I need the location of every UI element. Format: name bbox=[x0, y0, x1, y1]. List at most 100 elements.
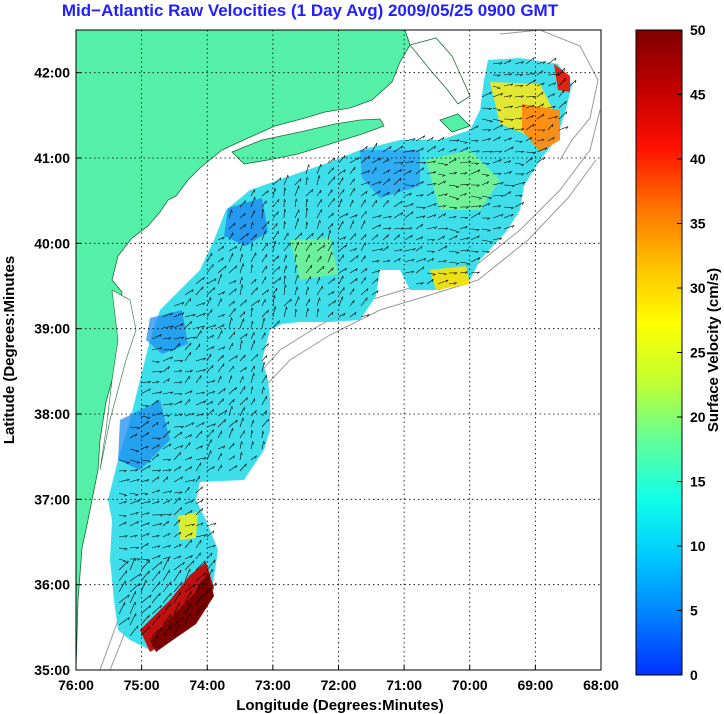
velocity-vector-head bbox=[497, 74, 501, 77]
y-axis-ticks: 35:00 36:00 37:00 38:00 39:00 40:00 41:00 42:00 bbox=[34, 65, 81, 678]
velocity-vector bbox=[448, 148, 457, 153]
velocity-vector bbox=[382, 178, 391, 186]
velocity-vector-head bbox=[134, 534, 138, 538]
velocity-vector-head bbox=[498, 136, 501, 140]
velocity-vector-head bbox=[544, 147, 548, 151]
velocity-vector bbox=[228, 300, 235, 307]
velocity-vector bbox=[514, 61, 524, 65]
velocity-vector bbox=[459, 192, 467, 197]
velocity-vector bbox=[338, 254, 344, 263]
velocity-vector bbox=[536, 138, 545, 142]
velocity-vector bbox=[327, 157, 336, 164]
velocity-vector-head bbox=[532, 104, 535, 108]
velocity-vector-head bbox=[180, 431, 183, 435]
velocity-vector-head bbox=[498, 226, 501, 230]
velocity-vector bbox=[217, 265, 227, 274]
velocity-vector bbox=[404, 160, 414, 164]
velocity-vector bbox=[503, 160, 511, 164]
velocity-vector-head bbox=[306, 207, 309, 211]
velocity-vector-head bbox=[476, 184, 480, 187]
velocity-vector-head bbox=[477, 257, 481, 261]
velocity-vector-head bbox=[487, 230, 491, 232]
velocity-vector bbox=[327, 176, 336, 186]
velocity-vector-head bbox=[409, 170, 412, 174]
velocity-vector-head bbox=[201, 430, 203, 434]
velocity-vector-head bbox=[179, 491, 183, 494]
velocity-vector-head bbox=[202, 277, 205, 281]
velocity-vector-head bbox=[444, 164, 448, 166]
velocity-vector-head bbox=[179, 370, 183, 373]
velocity-vector bbox=[349, 199, 354, 208]
velocity-vector-head bbox=[233, 455, 235, 459]
velocity-vector bbox=[239, 397, 248, 406]
velocity-vector bbox=[481, 202, 491, 208]
velocity-vector-head bbox=[521, 173, 525, 176]
velocity-vector-head bbox=[489, 121, 493, 123]
velocity-vector bbox=[173, 555, 181, 560]
velocity-vector-head bbox=[263, 386, 265, 390]
velocity-vector-head bbox=[323, 244, 326, 248]
velocity-vector-head bbox=[498, 205, 501, 208]
velocity-vector-head bbox=[423, 258, 427, 261]
velocity-vector-head bbox=[166, 476, 169, 480]
velocity-vector-head bbox=[553, 82, 556, 86]
velocity-vector-head bbox=[522, 104, 526, 108]
velocity-vector-head bbox=[147, 432, 149, 436]
velocity-vector bbox=[118, 580, 126, 593]
velocity-vector bbox=[272, 287, 278, 296]
velocity-vector bbox=[492, 150, 502, 153]
velocity-vector-head bbox=[434, 226, 437, 229]
velocity-vector-head bbox=[202, 302, 206, 306]
velocity-vector bbox=[349, 311, 357, 318]
velocity-vector-head bbox=[274, 240, 277, 245]
velocity-vector bbox=[426, 145, 436, 153]
velocity-vector-head bbox=[147, 532, 150, 536]
velocity-vector-head bbox=[434, 145, 436, 149]
velocity-vector-head bbox=[146, 512, 150, 515]
velocity-vector bbox=[404, 211, 414, 219]
velocity-vector-head bbox=[541, 91, 544, 95]
velocity-vector-head bbox=[343, 313, 346, 317]
velocity-vector bbox=[184, 390, 193, 395]
velocity-vector-head bbox=[159, 347, 163, 350]
velocity-vector bbox=[173, 445, 184, 450]
velocity-vector bbox=[327, 167, 334, 175]
velocity-vector-head bbox=[244, 200, 246, 204]
velocity-vector-head bbox=[421, 223, 423, 227]
velocity-vector-head bbox=[398, 234, 400, 238]
velocity-vector bbox=[514, 95, 524, 98]
colorbar-tick-label: 5 bbox=[690, 603, 698, 619]
velocity-vector-head bbox=[332, 167, 334, 171]
velocity-vector bbox=[184, 434, 192, 439]
velocity-vector bbox=[250, 455, 257, 461]
velocity-vector-head bbox=[148, 570, 150, 574]
velocity-vector-head bbox=[157, 500, 160, 504]
velocity-vector-head bbox=[179, 466, 181, 470]
velocity-vector bbox=[536, 156, 545, 164]
velocity-vector bbox=[492, 172, 502, 175]
velocity-vector-head bbox=[420, 236, 423, 240]
velocity-vector bbox=[195, 580, 203, 593]
velocity-vector-head bbox=[376, 290, 379, 294]
velocity-vector-head bbox=[295, 309, 298, 313]
velocity-vector bbox=[283, 306, 287, 318]
velocity-vector bbox=[382, 146, 392, 153]
velocity-vector-head bbox=[476, 271, 480, 275]
velocity-vector bbox=[250, 372, 254, 384]
velocity-vector bbox=[272, 198, 280, 208]
velocity-vector-head bbox=[509, 191, 512, 195]
velocity-vector bbox=[162, 490, 172, 494]
velocity-vector bbox=[327, 291, 335, 296]
velocity-vector-head bbox=[522, 181, 526, 185]
velocity-vector bbox=[316, 175, 320, 186]
velocity-vector bbox=[349, 268, 358, 274]
velocity-vector bbox=[437, 227, 449, 230]
velocity-vector-head bbox=[279, 277, 282, 281]
velocity-vector bbox=[459, 249, 470, 252]
velocity-vector bbox=[151, 534, 160, 538]
velocity-vector bbox=[272, 277, 281, 285]
velocity-vector bbox=[558, 100, 567, 109]
velocity-vector bbox=[140, 465, 151, 472]
velocity-vector bbox=[217, 430, 222, 439]
